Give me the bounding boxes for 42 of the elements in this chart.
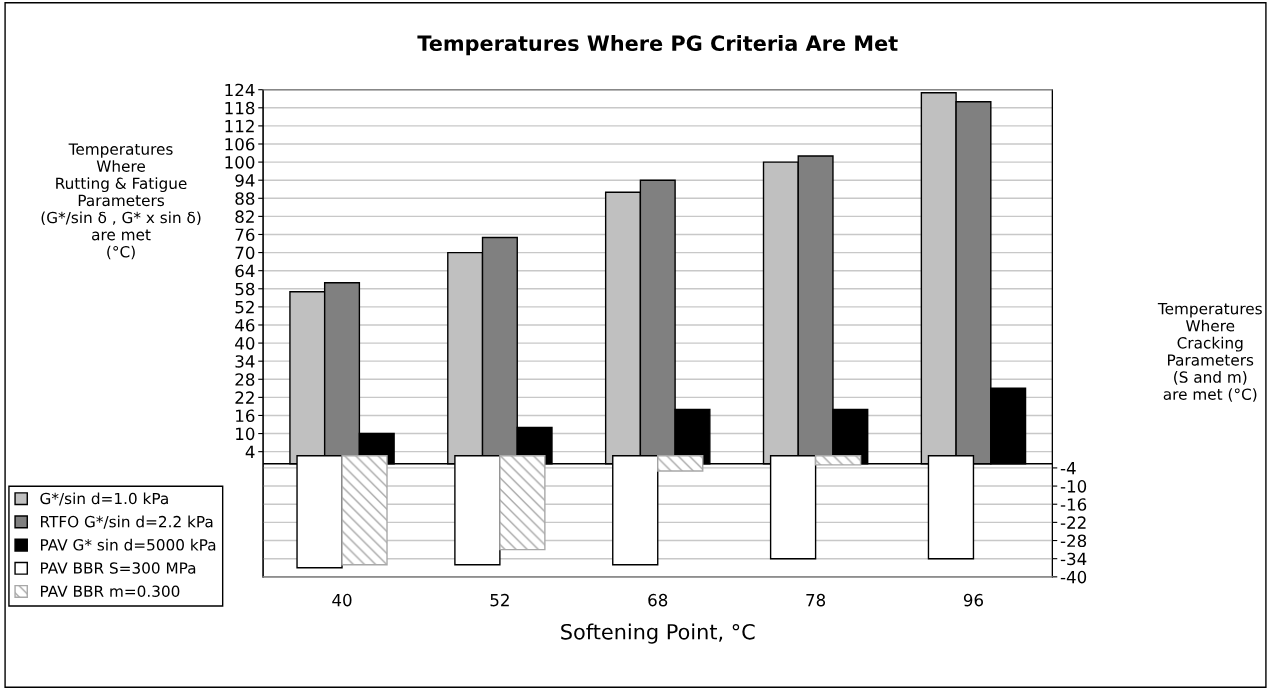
y2-tick-label: -40 — [1060, 570, 1087, 584]
y-tick-label: 16 — [236, 409, 255, 423]
y-tick-label: 88 — [235, 192, 255, 205]
y-tick-label: 70 — [235, 246, 255, 260]
x-tick-label: 68 — [648, 593, 668, 607]
y-tick-label: 94 — [235, 174, 255, 187]
x-tick-label: 52 — [490, 593, 509, 607]
y-tick-label: 10 — [236, 427, 255, 441]
legend-label: PAV G* sin d=5000 kPa — [41, 538, 216, 551]
legend-label: RTFO G*/sin d=2.2 kPa — [41, 515, 213, 529]
y-tick-label: 40 — [235, 337, 255, 350]
y2-tick-label: -28 — [1060, 534, 1087, 548]
y-tick-label: 58 — [235, 282, 255, 296]
chart-title: Temperatures Where PG Criteria Are Met — [417, 34, 898, 56]
y-tick-label: 118 — [225, 101, 255, 115]
y-tick-label: 100 — [225, 156, 255, 169]
y-tick-label: 124 — [225, 83, 255, 97]
y-tick-label: 28 — [235, 373, 255, 386]
y-tick-label: 82 — [235, 210, 254, 223]
y-tick-label: 64 — [235, 264, 255, 278]
y-tick-label: 106 — [225, 137, 255, 151]
y2-tick-label: -10 — [1060, 480, 1087, 493]
y-tick-label: 112 — [225, 119, 254, 133]
y2-tick-label: -4 — [1060, 462, 1076, 475]
x-tick-label: 96 — [963, 593, 984, 607]
x-tick-label: 78 — [806, 593, 826, 607]
y-tick-label: 76 — [235, 228, 255, 242]
y-tick-label: 52 — [235, 300, 254, 314]
y2-axis-title: Temperatures Where Cracking Parameters (S and m) are met (°C) — [1157, 303, 1262, 402]
y2-tick-label: -22 — [1060, 516, 1086, 529]
y-axis-title: Temperatures Where Rutting & Fatigue Parameters (G*/sin δ , G* x sin δ) are met (°C) — [41, 143, 201, 260]
legend-label: PAV BBR m=0.300 — [41, 585, 180, 597]
y-tick-label: 4 — [245, 445, 255, 458]
y2-tick-label: -16 — [1060, 498, 1087, 511]
y2-tick-label: -34 — [1060, 552, 1087, 566]
x-axis-title: Softening Point, °C — [561, 623, 755, 644]
y-tick-label: 46 — [235, 318, 255, 332]
x-tick-label: 40 — [332, 593, 352, 607]
legend-label: PAV BBR S=300 MPa — [41, 562, 196, 574]
y-tick-label: 22 — [235, 391, 254, 404]
legend-label: G*/sin d=1.0 kPa — [40, 492, 168, 506]
y-tick-label: 34 — [235, 355, 255, 368]
